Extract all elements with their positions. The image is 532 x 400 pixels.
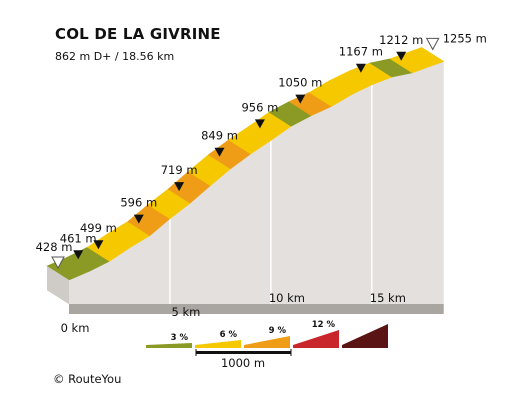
elevation-label-0: 428 m bbox=[36, 240, 73, 254]
legend-wedge-3 bbox=[293, 330, 339, 348]
legend-wedge-0 bbox=[146, 343, 192, 348]
profile-side bbox=[69, 61, 444, 305]
elevation-label-7: 1050 m bbox=[278, 76, 322, 90]
elevation-label-6: 956 m bbox=[241, 100, 278, 114]
distance-label-0: 0 km bbox=[61, 321, 90, 335]
elevation-marker-9 bbox=[396, 51, 407, 61]
distance-label-3: 15 km bbox=[370, 291, 406, 305]
elevation-marker-5 bbox=[214, 147, 225, 157]
elevation-label-2: 499 m bbox=[80, 221, 117, 235]
distance-label-2: 10 km bbox=[269, 291, 305, 305]
elevation-label-5: 849 m bbox=[201, 129, 238, 143]
legend-wedge-2 bbox=[244, 336, 290, 348]
elevation-label-4: 719 m bbox=[161, 163, 198, 177]
elevation-marker-3 bbox=[133, 214, 144, 224]
legend-label-1: 6 % bbox=[220, 330, 238, 340]
legend-label-3: 12 % bbox=[312, 320, 336, 330]
start-cap bbox=[47, 266, 69, 304]
legend-wedge-4 bbox=[342, 324, 388, 348]
distance-label-1: 5 km bbox=[172, 305, 201, 319]
elevation-marker-7 bbox=[295, 94, 306, 104]
elevation-marker-8 bbox=[355, 63, 366, 73]
scale-bar-label: 1000 m bbox=[221, 356, 265, 370]
elevation-marker-6 bbox=[254, 119, 265, 129]
copyright-icon: © bbox=[53, 372, 65, 386]
base-front bbox=[69, 304, 444, 314]
profile-segment-17 bbox=[389, 47, 445, 74]
chart-subtitle: 862 m D+ / 18.56 km bbox=[55, 50, 175, 63]
elevation-marker-1 bbox=[73, 250, 84, 260]
elevation-label-10: 1255 m bbox=[443, 31, 487, 45]
elevation-label-1: 461 m bbox=[60, 231, 97, 245]
chart-title: COL DE LA GIVRINE bbox=[55, 25, 221, 43]
elevation-marker-2 bbox=[93, 240, 104, 250]
elevation-label-8: 1167 m bbox=[339, 45, 383, 59]
legend-label-2: 9 % bbox=[269, 326, 287, 336]
scale-bar bbox=[196, 351, 291, 354]
elevation-marker-0 bbox=[51, 256, 65, 270]
elevation-marker-4 bbox=[174, 182, 185, 192]
elevation-marker-10 bbox=[425, 37, 440, 51]
legend-wedge-1 bbox=[195, 340, 241, 348]
elevation-label-3: 596 m bbox=[120, 196, 157, 210]
credit-label: RouteYou bbox=[68, 372, 122, 386]
elevation-label-9: 1212 m bbox=[379, 33, 423, 47]
credit: © RouteYou bbox=[53, 372, 121, 386]
legend-label-0: 3 % bbox=[171, 333, 189, 343]
